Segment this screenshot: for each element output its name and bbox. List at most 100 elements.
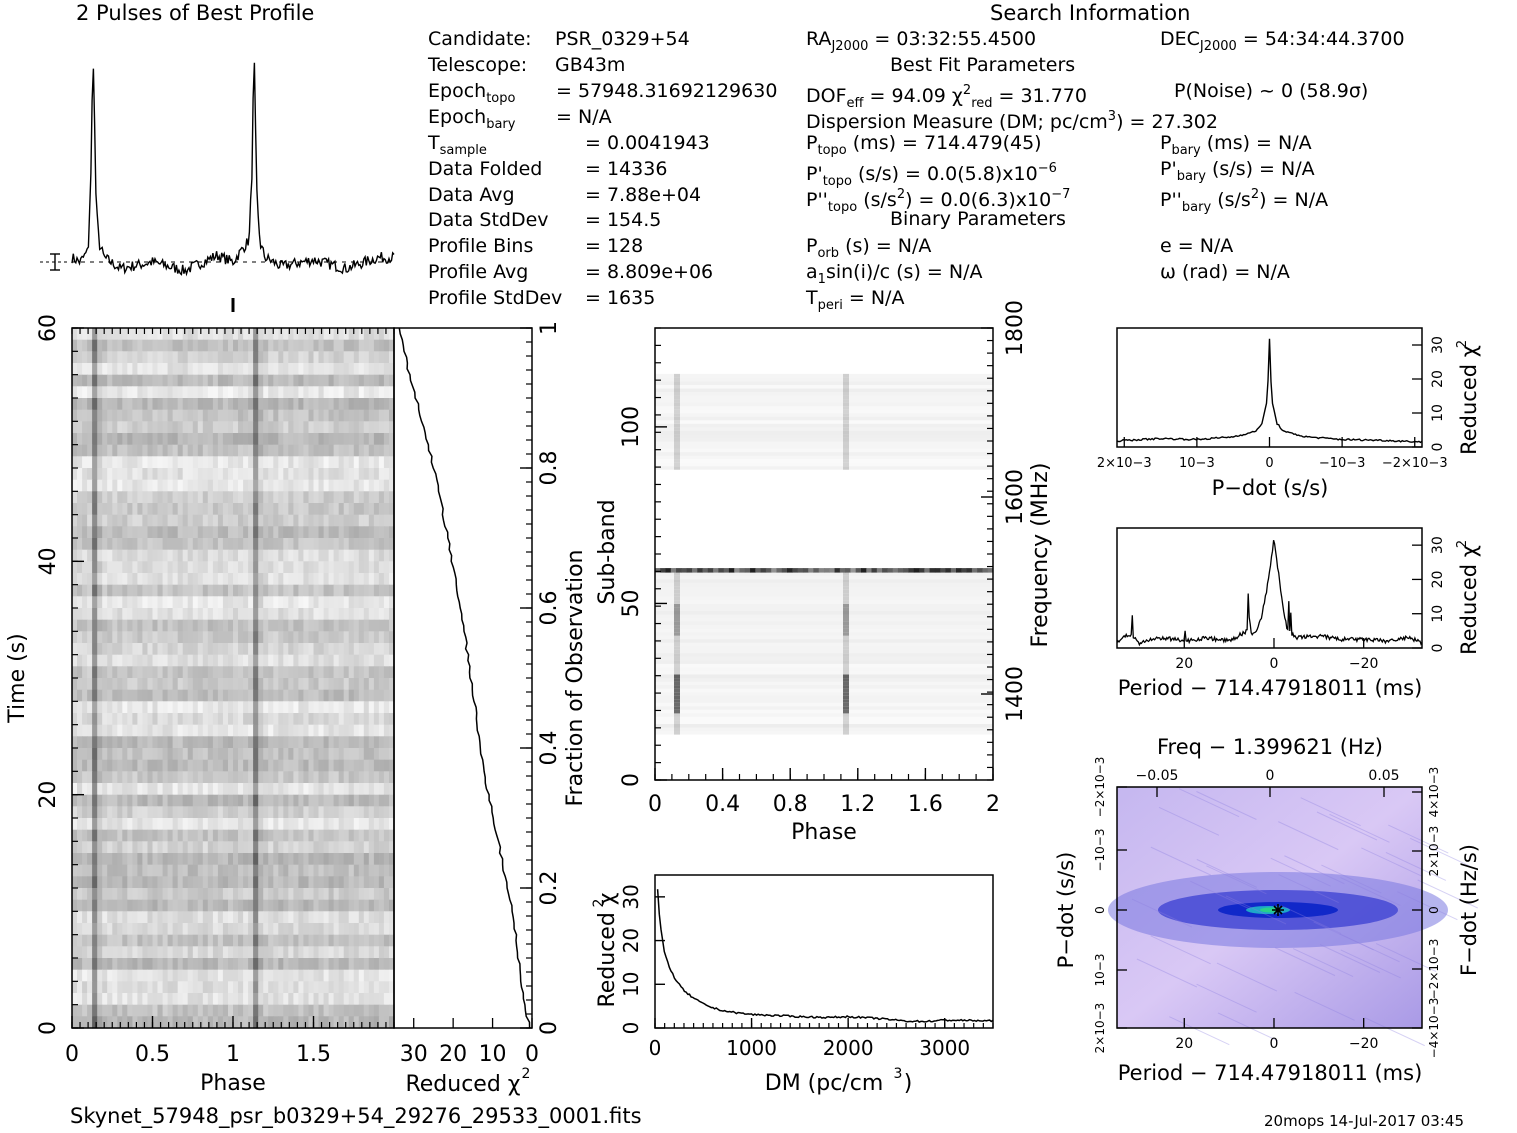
time-phase-cell bbox=[353, 853, 360, 866]
ppdot-ytick-label: 0 bbox=[1093, 906, 1107, 914]
time-phase-cell bbox=[92, 888, 98, 901]
period-ytick-label: 10 bbox=[1430, 605, 1446, 623]
time-phase-cell bbox=[202, 654, 209, 667]
time-phase-cell bbox=[338, 923, 345, 936]
time-phase-cell bbox=[187, 363, 194, 376]
time-phase-cell bbox=[197, 549, 204, 562]
time-phase-cell bbox=[348, 363, 355, 376]
time-phase-cell bbox=[212, 713, 219, 726]
time-phase-cell bbox=[182, 351, 189, 364]
time-phase-cell bbox=[167, 946, 174, 959]
time-phase-cell bbox=[97, 654, 103, 667]
time-phase-cell bbox=[333, 654, 340, 667]
time-phase-cell bbox=[82, 829, 88, 842]
time-phase-cell bbox=[278, 456, 284, 469]
time-phase-cell bbox=[358, 503, 365, 516]
time-phase-cell bbox=[207, 654, 214, 667]
time-phase-cell bbox=[87, 748, 93, 761]
time-phase-cell bbox=[318, 818, 325, 831]
time-phase-cell bbox=[298, 736, 304, 749]
time-phase-ylabel: Time (s) bbox=[5, 633, 30, 723]
time-phase-cell bbox=[162, 468, 169, 481]
time-phase-cell bbox=[222, 573, 229, 586]
time-phase-cell bbox=[323, 514, 330, 527]
time-phase-cell bbox=[278, 491, 284, 504]
time-phase-cell bbox=[182, 409, 189, 422]
time-phase-cell bbox=[303, 351, 309, 364]
subband-pulse-cell bbox=[843, 377, 849, 382]
time-phase-cell bbox=[107, 724, 113, 737]
time-phase-cell bbox=[212, 969, 219, 982]
time-phase-cell bbox=[228, 363, 234, 376]
time-phase-cell bbox=[202, 421, 209, 434]
time-phase-cell bbox=[298, 1004, 304, 1017]
time-phase-cell bbox=[348, 619, 355, 632]
time-phase-cell bbox=[137, 1004, 143, 1017]
time-phase-cell bbox=[303, 654, 309, 667]
time-phase-cell bbox=[187, 701, 194, 714]
period-xlabel: Period − 714.47918011 (ms) bbox=[1118, 676, 1423, 700]
time-phase-cell bbox=[273, 398, 279, 411]
time-phase-cell bbox=[187, 503, 194, 516]
time-phase-cell bbox=[87, 374, 93, 387]
time-phase-cell bbox=[308, 958, 315, 971]
time-phase-cell bbox=[97, 1016, 103, 1029]
time-phase-cell bbox=[353, 468, 360, 481]
time-phase-cell bbox=[383, 981, 390, 994]
time-phase-cell bbox=[137, 503, 143, 516]
time-phase-cell bbox=[358, 736, 365, 749]
time-phase-cell bbox=[253, 409, 259, 422]
subband-pulse-cell bbox=[843, 691, 849, 696]
time-phase-cell bbox=[323, 561, 330, 574]
time-phase-cell bbox=[222, 958, 229, 971]
time-phase-cell bbox=[137, 374, 143, 387]
time-phase-cell bbox=[187, 328, 194, 341]
time-phase-cell bbox=[127, 561, 133, 574]
time-phase-cell bbox=[92, 853, 98, 866]
time-phase-cell bbox=[72, 608, 78, 621]
time-phase-cell bbox=[112, 363, 118, 376]
time-phase-cell bbox=[97, 433, 103, 446]
time-phase-cell bbox=[313, 666, 320, 679]
time-phase-cell bbox=[162, 748, 169, 761]
time-phase-cell bbox=[383, 433, 390, 446]
time-phase-cell bbox=[288, 899, 294, 912]
time-phase-cell bbox=[278, 538, 284, 551]
time-phase-cell bbox=[368, 888, 375, 901]
time-phase-cell bbox=[77, 689, 83, 702]
time-phase-cell bbox=[122, 468, 128, 481]
time-phase-cell bbox=[298, 958, 304, 971]
time-phase-cell bbox=[137, 386, 143, 399]
time-phase-cell bbox=[187, 549, 194, 562]
time-phase-cell bbox=[132, 491, 138, 504]
time-phase-cell bbox=[137, 468, 143, 481]
time-phase-cell bbox=[157, 479, 164, 492]
time-phase-cell bbox=[142, 993, 148, 1006]
time-phase-cell bbox=[353, 526, 360, 539]
time-phase-cell bbox=[233, 981, 239, 994]
time-phase-cell bbox=[273, 829, 279, 842]
time-phase-cell bbox=[132, 736, 138, 749]
time-phase-cell bbox=[187, 514, 194, 527]
time-phase-cell bbox=[308, 981, 315, 994]
time-phase-cell bbox=[373, 701, 380, 714]
time-phase-cell bbox=[338, 479, 345, 492]
time-phase-cell bbox=[258, 748, 264, 761]
time-phase-cell bbox=[82, 958, 88, 971]
time-phase-cell bbox=[233, 1016, 239, 1029]
time-phase-cell bbox=[112, 433, 118, 446]
time-phase-cell bbox=[378, 351, 385, 364]
time-phase-cell bbox=[308, 678, 315, 691]
time-phase-cell bbox=[348, 573, 355, 586]
subband-freq-tick-label: 1600 bbox=[1003, 469, 1028, 525]
time-phase-cell bbox=[172, 374, 179, 387]
time-phase-cell bbox=[107, 421, 113, 434]
time-phase-cell bbox=[182, 491, 189, 504]
subband-rfi-cell bbox=[797, 568, 804, 573]
time-phase-cell bbox=[172, 724, 179, 737]
time-phase-cell bbox=[192, 713, 199, 726]
time-phase-cell bbox=[328, 514, 335, 527]
time-phase-cell bbox=[313, 468, 320, 481]
time-phase-cell bbox=[358, 421, 365, 434]
time-phase-cell bbox=[238, 771, 244, 784]
